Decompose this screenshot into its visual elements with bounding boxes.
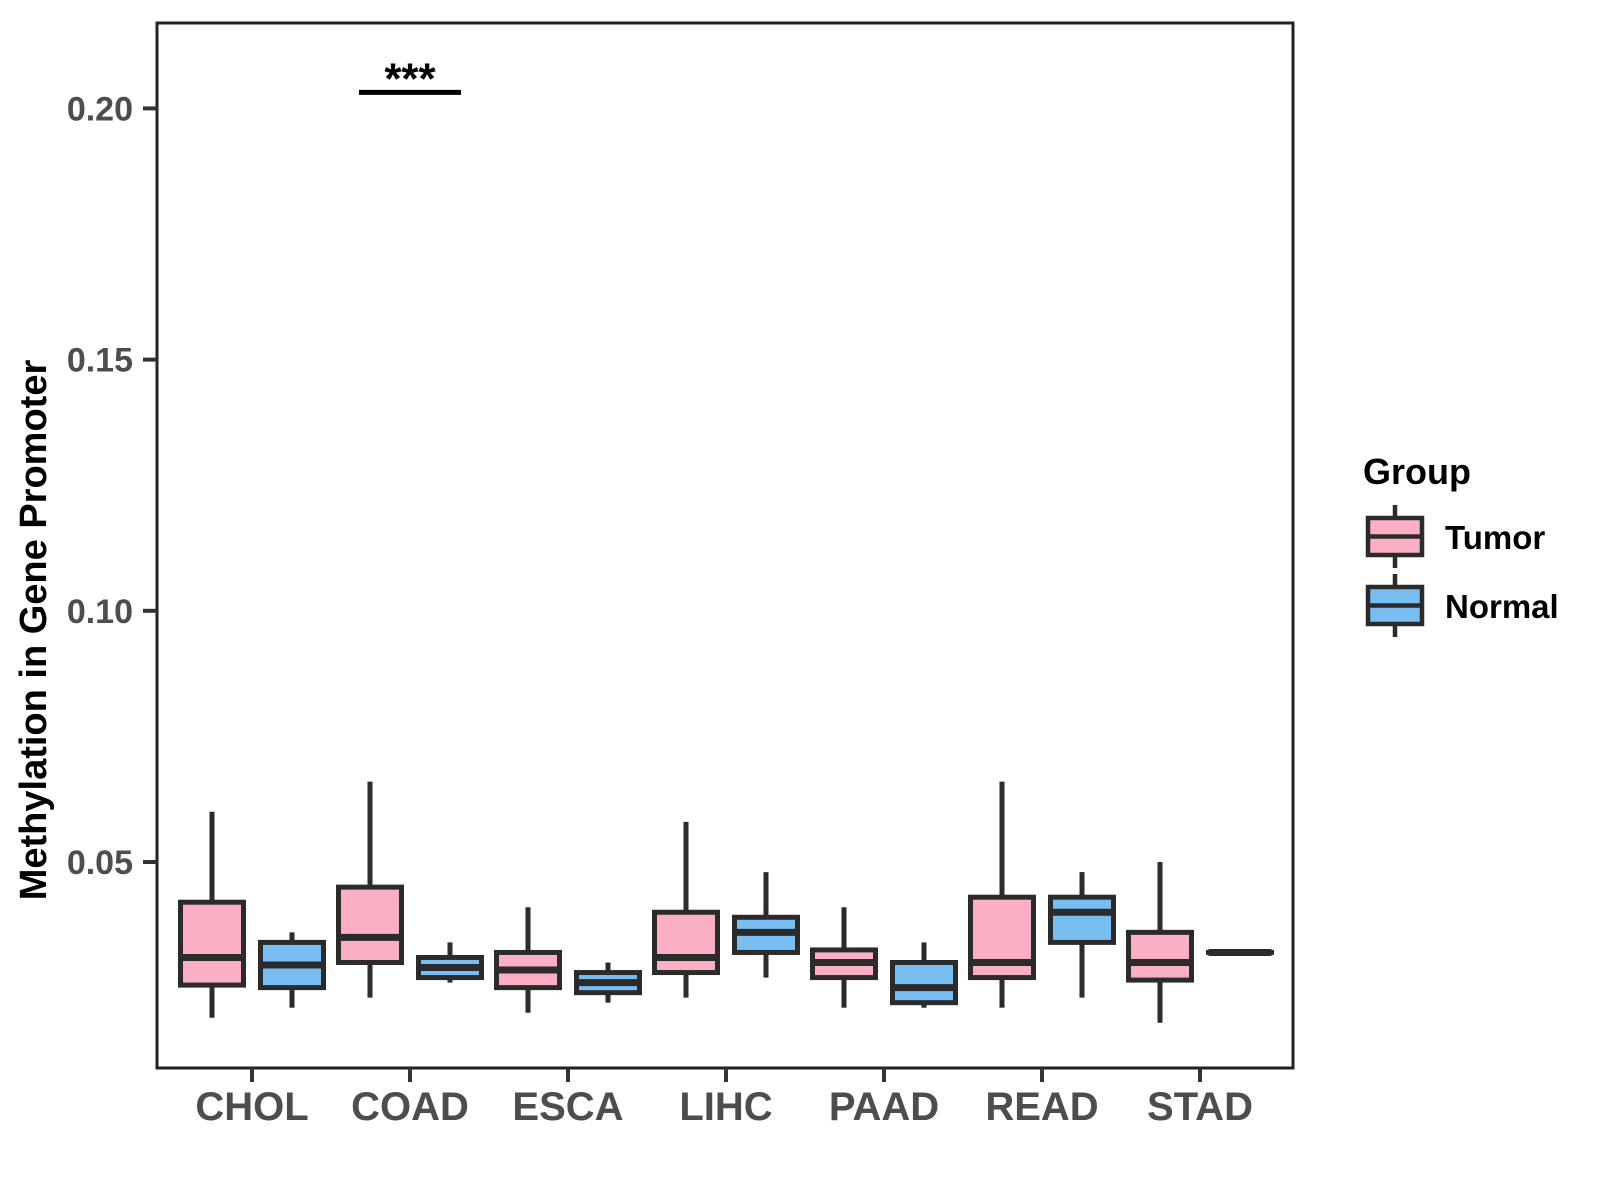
legend-title: Group — [1363, 451, 1471, 492]
legend-label-tumor: Tumor — [1445, 519, 1545, 556]
x-tick-label-lihc: LIHC — [679, 1085, 772, 1129]
axes: 0.05 0.10 0.15 0.20 CHOL COAD ESCA LIHC PAAD READ… — [67, 90, 1253, 1129]
legend-key-tumor-icon — [1365, 505, 1425, 568]
x-tick-label-chol: CHOL — [195, 1085, 308, 1129]
box-normal-read — [1048, 894, 1116, 945]
significance-annotation: *** — [359, 54, 461, 103]
boxplot-series — [178, 781, 1274, 1023]
plot-panel-border — [155, 21, 1295, 1070]
y-axis-title: Methylation in Gene Promoter — [13, 360, 55, 901]
y-tick-label: 0.15 — [67, 342, 133, 380]
box-tumor-lihc — [652, 909, 720, 976]
x-tick-label-stad: STAD — [1147, 1085, 1253, 1129]
legend: Group Tumor Normal — [1363, 451, 1559, 637]
box-tumor-stad — [1126, 929, 1194, 983]
x-tick-label-read: READ — [985, 1085, 1098, 1129]
significance-stars: *** — [384, 54, 436, 103]
x-tick-label-coad: COAD — [351, 1085, 469, 1129]
legend-label-normal: Normal — [1445, 588, 1559, 625]
box-tumor-coad — [336, 884, 404, 965]
y-tick-label: 0.10 — [67, 593, 133, 631]
y-tick-label: 0.20 — [67, 90, 133, 128]
box-tumor-chol — [178, 899, 246, 988]
box-normal-paad — [890, 959, 958, 1006]
legend-key-normal-icon — [1365, 574, 1425, 637]
x-tick-label-paad: PAAD — [829, 1085, 939, 1129]
x-tick-label-esca: ESCA — [512, 1085, 623, 1129]
y-tick-label: 0.05 — [67, 844, 133, 882]
